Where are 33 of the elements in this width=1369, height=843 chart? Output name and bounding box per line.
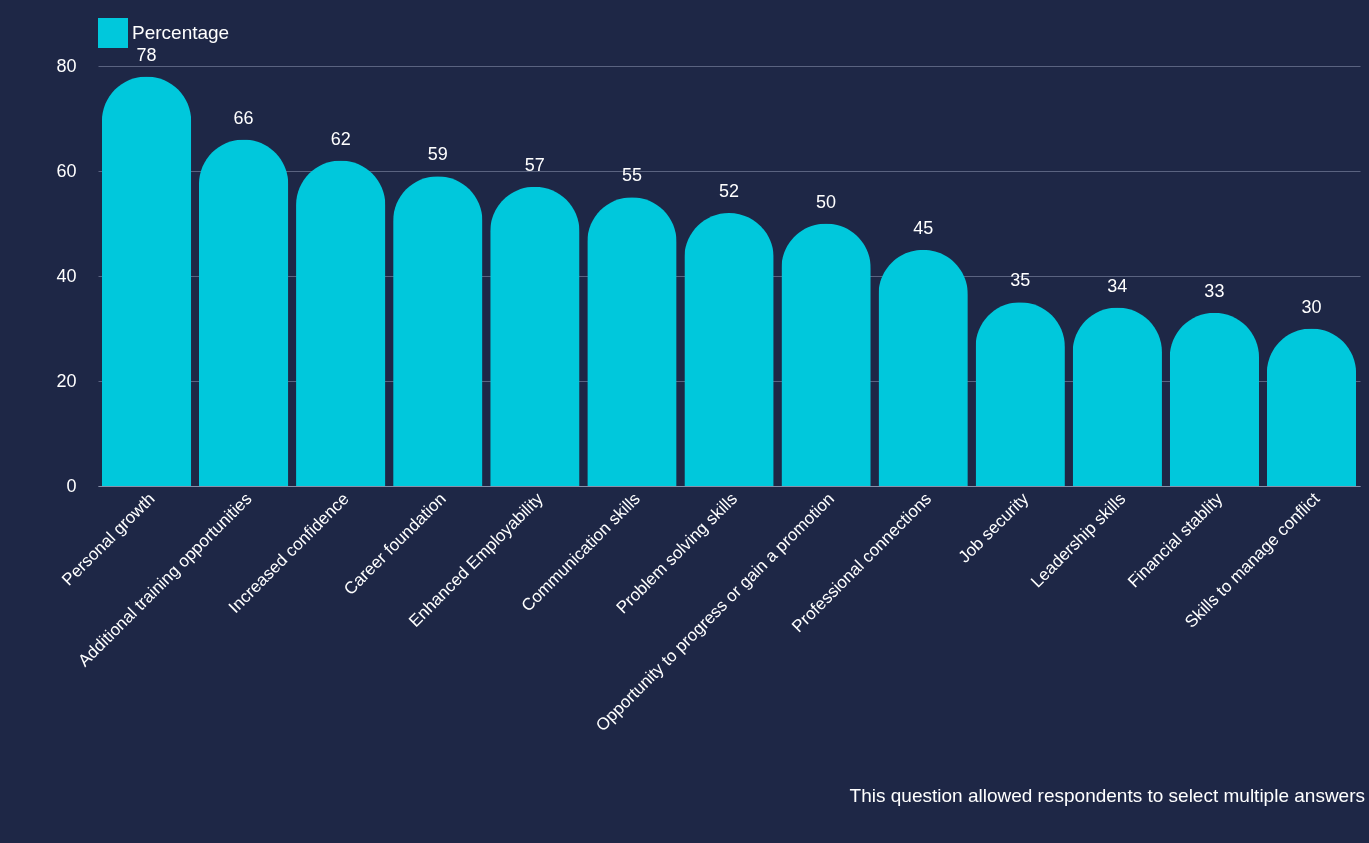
- y-tick-label: 80: [56, 55, 77, 76]
- bar: [101, 76, 192, 486]
- data-label: 45: [913, 217, 934, 238]
- bar: [975, 302, 1065, 486]
- bar: [393, 176, 483, 486]
- data-label: 52: [718, 181, 740, 201]
- data-label: 50: [816, 191, 837, 212]
- text: This question allowed respondents to select multiple answers: [849, 785, 1365, 806]
- bar: [1266, 328, 1357, 486]
- bar: [296, 160, 386, 486]
- y-tick-label: 20: [56, 370, 77, 391]
- data-label: 33: [1204, 280, 1225, 301]
- data-label: 57: [524, 154, 545, 175]
- data-label: 66: [233, 107, 254, 128]
- data-label: 34: [1107, 275, 1128, 296]
- bar: [684, 213, 774, 486]
- data-label: 59: [427, 144, 448, 165]
- bar: [878, 249, 968, 486]
- legend-label: Percentage: [132, 22, 230, 43]
- bar: [490, 186, 580, 486]
- bar: [1072, 307, 1162, 486]
- bar: [1169, 312, 1260, 486]
- bar: [587, 197, 677, 486]
- bar: [781, 223, 871, 486]
- data-label: 78: [136, 44, 157, 65]
- y-tick-label: 40: [56, 265, 77, 286]
- bar: [198, 139, 289, 486]
- data-label: 62: [330, 128, 351, 149]
- data-label: 30: [1301, 296, 1322, 317]
- y-tick-label: 0: [66, 475, 77, 496]
- data-label: 55: [621, 165, 642, 186]
- y-tick-label: 60: [56, 160, 77, 181]
- data-label: 35: [1010, 270, 1031, 291]
